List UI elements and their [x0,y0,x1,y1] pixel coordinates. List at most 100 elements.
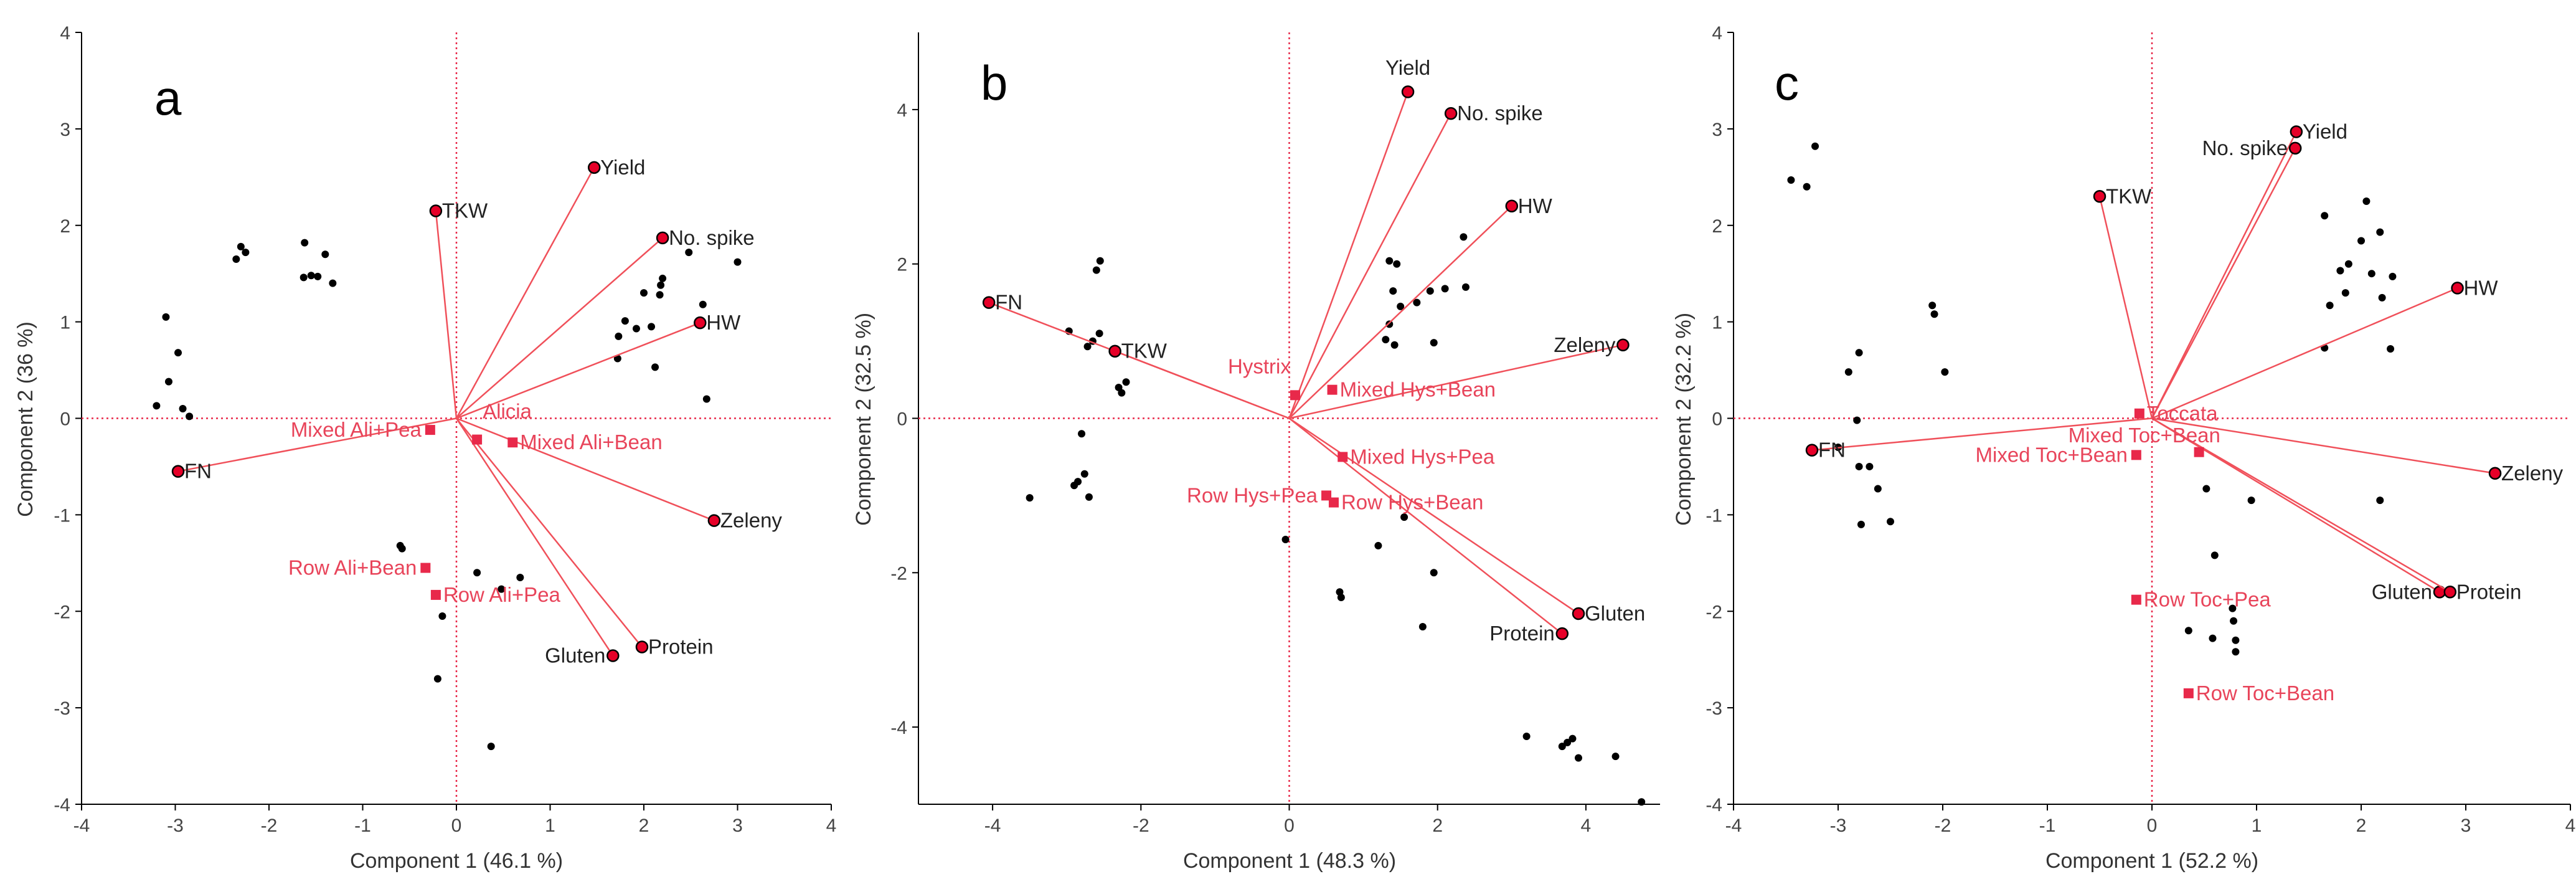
treatment-marker [2183,688,2194,698]
observation-point [1853,416,1861,424]
observation-point [1085,493,1093,501]
observation-point [1844,368,1852,376]
treatment-label: Alicia [483,400,532,423]
trait-marker [635,640,649,653]
y-tick-label: -1 [54,505,70,526]
trait-marker [694,316,707,330]
observation-point [1866,462,1874,470]
observation-point [179,405,187,413]
treatment-marker [1327,384,1338,395]
trait-label: Gluten [1585,602,1645,625]
trait-label: No. spike [2202,136,2288,159]
observation-point [2341,289,2349,297]
trait-vector-line [456,322,701,419]
y-tick-label: 0 [60,409,70,430]
trait-vector-line [456,417,643,648]
observation-point [473,569,481,577]
trait-label: Gluten [2372,580,2432,603]
observation-point [2202,485,2210,493]
observation-point [1430,569,1438,577]
y-tick-label: 2 [1712,216,1722,237]
trait-marker [429,204,443,217]
trait-marker [2488,467,2502,480]
trait-label: TKW [2106,184,2152,207]
treatment-label: Row Hys+Pea [1187,483,1318,506]
observation-point [2387,345,2395,353]
x-tick-label: -4 [984,815,1001,836]
y-tick-label: 3 [60,120,70,140]
observation-point [1460,233,1468,241]
observation-point [1426,287,1434,295]
observation-point [162,313,170,321]
trait-marker [707,514,721,527]
trait-label: Protein [1489,622,1555,645]
treatment-label: Row Ali+Bean [288,556,417,579]
trait-vector-line [1288,205,1512,419]
observation-point [2357,237,2365,245]
trait-label: Yield [1385,56,1430,79]
trait-marker [1108,345,1121,358]
observation-point [438,612,446,620]
trait-marker [1616,338,1630,352]
y-tick-label: 0 [1712,409,1722,430]
treatment-marker [507,437,518,448]
trait-vector-line [1289,344,1623,419]
y-axis-label-a: Component 2 (36 %) [14,321,37,517]
trait-label: Zeleny [720,509,783,532]
y-tick-label: -4 [1706,795,1722,815]
observation-point [433,675,441,683]
y-axis-label-c: Component 2 (32.2 %) [1672,313,1696,526]
treatment-marker [2131,450,2141,460]
trait-vector-line [1288,417,1563,635]
observation-point [2321,212,2329,220]
observation-point [1574,754,1582,762]
observation-point [1441,285,1449,293]
treatment-marker [420,563,431,573]
observation-point [329,279,337,287]
y-tick-label: 3 [1712,120,1722,140]
treatment-label: Row Hys+Bean [1341,491,1483,514]
trait-vector-line [1288,417,1579,615]
trait-label: TKW [442,199,488,222]
treatment-label: Row Ali+Pea [443,583,561,606]
trait-vector-line [177,417,457,472]
observation-point [1393,260,1401,268]
trait-vector-line [2098,196,2153,419]
observation-point [242,249,250,257]
observation-point [487,743,495,751]
observation-point [2230,617,2238,625]
panel-label-c: c [1775,55,1799,110]
trait-label: FN [184,460,212,483]
observation-point [734,258,742,266]
trait-marker [587,161,601,174]
observation-point [1787,176,1795,184]
trait-label: FN [995,291,1022,314]
treatment-label: Mixed Hys+Bean [1340,378,1496,401]
x-tick-label: 0 [451,815,462,836]
x-axis-label-b: Component 1 (48.3 %) [1183,849,1396,873]
y-tick-label: 4 [897,100,907,121]
observation-point [300,273,308,282]
observation-point [301,239,309,247]
observation-point [1385,320,1394,328]
y-tick-label: -3 [54,698,70,719]
observation-point [1928,302,1937,310]
observation-point [2378,293,2386,302]
trait-label: Zeleny [1554,333,1616,356]
trait-marker [1572,607,1585,620]
treatment-marker [2131,594,2141,605]
x-tick-label: 2 [2356,815,2367,836]
trait-vector-line [1811,417,2153,451]
y-tick-label: -4 [890,718,907,738]
treatment-marker [2194,447,2204,457]
panel-label-b: b [981,55,1007,110]
observation-point [2232,648,2240,656]
treatment-label: Mixed Hys+Pea [1350,445,1495,468]
observation-point [2336,267,2344,275]
observation-point [1413,298,1421,307]
observation-point [1390,341,1399,349]
observation-point [1857,520,1865,528]
treatment-label: Mixed Toc+Bean [2069,424,2220,447]
observation-point [174,349,182,357]
